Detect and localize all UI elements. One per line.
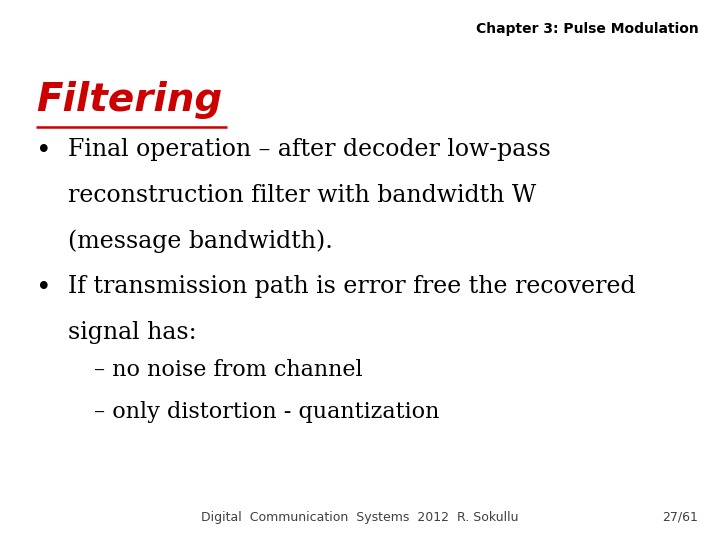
Text: (message bandwidth).: (message bandwidth).	[68, 230, 333, 253]
Text: reconstruction filter with bandwidth W: reconstruction filter with bandwidth W	[68, 184, 536, 207]
Text: •: •	[36, 275, 52, 301]
Text: Filtering: Filtering	[36, 81, 222, 119]
Text: If transmission path is error free the recovered: If transmission path is error free the r…	[68, 275, 636, 299]
Text: Final operation – after decoder low-pass: Final operation – after decoder low-pass	[68, 138, 551, 161]
Text: Digital  Communication  Systems  2012  R. Sokullu: Digital Communication Systems 2012 R. So…	[202, 511, 518, 524]
Text: 27/61: 27/61	[662, 511, 698, 524]
Text: – no noise from channel: – no noise from channel	[94, 359, 362, 381]
Text: signal has:: signal has:	[68, 321, 197, 345]
Text: •: •	[36, 138, 52, 164]
Text: – only distortion - quantization: – only distortion - quantization	[94, 401, 439, 423]
Text: Chapter 3: Pulse Modulation: Chapter 3: Pulse Modulation	[476, 22, 698, 36]
